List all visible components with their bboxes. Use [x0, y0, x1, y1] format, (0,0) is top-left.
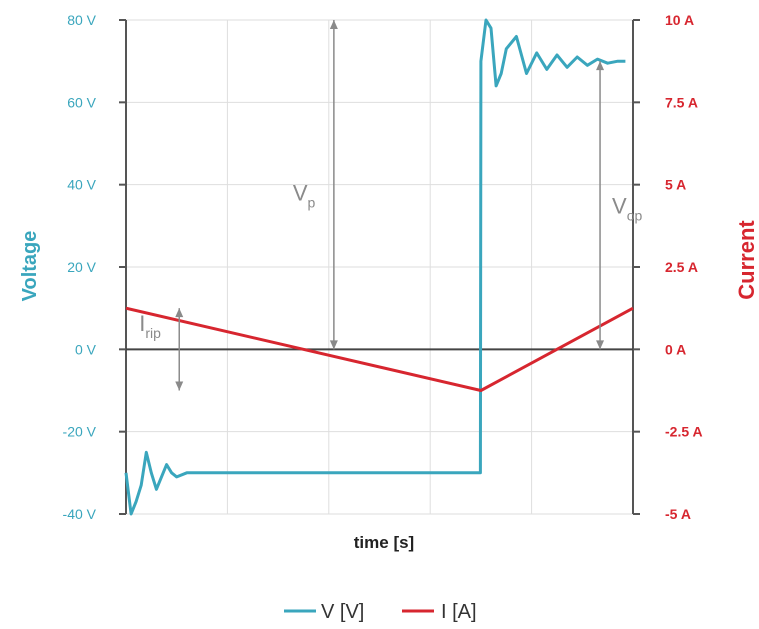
y-tick-label-right: 0 A [665, 341, 686, 357]
x-axis-title: time [s] [354, 533, 414, 552]
y-tick-label-left: 0 V [75, 341, 97, 357]
y-tick-label-right: 10 A [665, 12, 694, 28]
y-tick-label-left: 80 V [67, 12, 96, 28]
y-tick-label-left: 40 V [67, 177, 96, 193]
series-line-current [125, 306, 634, 392]
annotation-arrow-vop-head-bottom [596, 340, 605, 350]
y-tick-label-left: 20 V [67, 259, 96, 275]
y-tick-label-right: 2.5 A [665, 259, 698, 275]
y-tick-label-right: 5 A [665, 177, 686, 193]
y-tick-label-right: -2.5 A [665, 424, 703, 440]
y-tick-label-right: -5 A [665, 506, 691, 522]
legend-label-voltage: V [V] [321, 601, 364, 623]
legend: V [V] I [A] [284, 601, 477, 623]
y-tick-label-left: -20 V [63, 424, 97, 440]
annotation-arrow-irip-head-bottom [175, 381, 184, 391]
y-ticks-left: 80 V 60 V 40 V 20 V 0 V -20 V -40 V [63, 12, 126, 522]
y-axis-title-right: Current [734, 220, 759, 300]
annotation-arrow-vp-head-top [329, 20, 338, 29]
y-tick-label-left: 60 V [67, 94, 96, 110]
annotation-arrow-vop-head-top [596, 61, 605, 71]
y-tick-label-left: -40 V [63, 506, 97, 522]
annotation-label-vop: Vop [612, 193, 642, 223]
legend-label-current: I [A] [441, 601, 477, 623]
y-axis-title-left: Voltage [19, 231, 41, 302]
y-tick-label-right: 7.5 A [665, 94, 698, 110]
y-ticks-right: 10 A 7.5 A 5 A 2.5 A 0 A -2.5 A -5 A [633, 12, 703, 522]
annotation-arrow-vp-head-bottom [329, 340, 338, 350]
series-line-voltage [124, 18, 626, 516]
annotation-arrow-irip-head-top [175, 308, 184, 318]
grid [126, 19, 634, 515]
series [124, 18, 634, 516]
